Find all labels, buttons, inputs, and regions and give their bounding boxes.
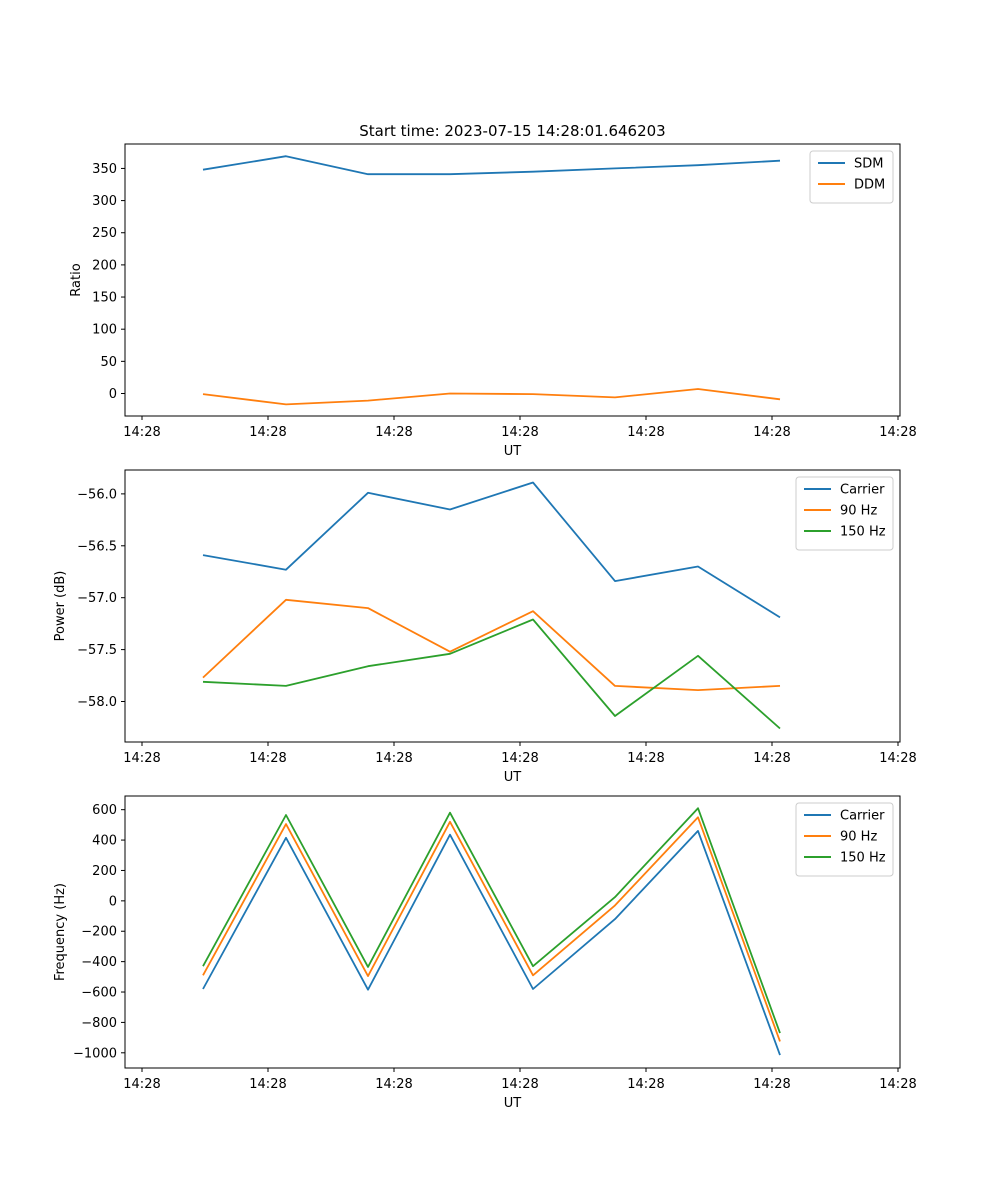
legend-label: 90 Hz (840, 504, 877, 519)
y-tick-label: 350 (92, 162, 117, 177)
legend-label: Carrier (840, 483, 885, 498)
y-tick-label: −57.0 (77, 591, 117, 606)
series-line-ddm (202, 388, 781, 406)
chart-title: Start time: 2023-07-15 14:28:01.646203 (359, 122, 665, 140)
y-axis-label: Power (dB) (53, 571, 68, 642)
x-tick-label: 14:28 (249, 1077, 286, 1092)
y-tick-label: 0 (109, 894, 117, 909)
ratio-panel: 0 50 100 150 200 250 300 350 14:28 14:28 14:28 14:2… (69, 143, 917, 459)
legend-label: DDM (854, 178, 885, 193)
x-tick-label: 14:28 (375, 425, 412, 440)
y-tick-label: 600 (92, 803, 117, 818)
series-line-90-hz (202, 816, 781, 1042)
y-axis-label: Ratio (69, 263, 84, 296)
frequency-panel: −1000 −800 −600 −400 −200 0 200 400 600 14:28 14:2… (53, 795, 917, 1111)
x-tick-label: 14:28 (249, 425, 286, 440)
axes-frame (124, 795, 901, 1069)
x-tick-label: 14:28 (753, 1077, 790, 1092)
x-tick-label: 14:28 (123, 751, 160, 766)
y-tick-label: −56.5 (77, 539, 117, 554)
y-tick-label: 250 (92, 226, 117, 241)
x-axis-label: UT (504, 1096, 522, 1111)
x-tick-label: 14:28 (249, 751, 286, 766)
x-tick-label: 14:28 (123, 425, 160, 440)
legend-label: 90 Hz (840, 830, 877, 845)
series-line-150-hz (202, 807, 781, 1034)
x-tick-label: 14:28 (501, 751, 538, 766)
x-axis-label: UT (504, 444, 522, 459)
y-tick-label: −1000 (73, 1046, 117, 1061)
y-tick-label: 50 (100, 355, 117, 370)
series-line-150-hz (202, 618, 781, 730)
y-tick-label: −56.0 (77, 487, 117, 502)
x-tick-label: 14:28 (627, 751, 664, 766)
x-tick-label: 14:28 (879, 1077, 916, 1092)
x-tick-label: 14:28 (627, 1077, 664, 1092)
x-tick-label: 14:28 (879, 425, 916, 440)
y-tick-label: −800 (81, 1016, 117, 1031)
series-line-carrier (202, 481, 781, 619)
series-line-sdm (202, 155, 781, 176)
y-tick-label: 200 (92, 864, 117, 879)
legend-label: SDM (854, 157, 883, 172)
series-line-carrier (202, 830, 781, 1056)
axes-frame (124, 469, 901, 743)
x-axis-label: UT (504, 770, 522, 785)
legend-label: 150 Hz (840, 525, 886, 540)
x-tick-label: 14:28 (375, 1077, 412, 1092)
legend-label: 150 Hz (840, 851, 886, 866)
x-tick-label: 14:28 (375, 751, 412, 766)
y-tick-label: 0 (109, 387, 117, 402)
x-tick-label: 14:28 (501, 1077, 538, 1092)
y-tick-label: 150 (92, 291, 117, 306)
x-tick-label: 14:28 (627, 425, 664, 440)
y-tick-label: −58.0 (77, 695, 117, 710)
y-tick-label: 100 (92, 323, 117, 338)
x-tick-label: 14:28 (501, 425, 538, 440)
axes-frame (124, 143, 901, 417)
x-tick-label: 14:28 (879, 751, 916, 766)
y-axis-label: Frequency (Hz) (53, 883, 68, 981)
y-tick-label: −400 (81, 955, 117, 970)
y-tick-label: 300 (92, 194, 117, 209)
legend-label: Carrier (840, 809, 885, 824)
y-tick-label: −200 (81, 925, 117, 940)
x-tick-label: 14:28 (753, 425, 790, 440)
y-tick-label: −57.5 (77, 643, 117, 658)
y-tick-label: −600 (81, 986, 117, 1001)
x-tick-label: 14:28 (123, 1077, 160, 1092)
series-line-90-hz (202, 598, 781, 691)
power-panel: −58.0 −57.5 −57.0 −56.5 −56.0 14:28 14:28 14:28… (53, 469, 917, 785)
y-tick-label: 400 (92, 834, 117, 849)
x-tick-label: 14:28 (753, 751, 790, 766)
y-tick-label: 200 (92, 258, 117, 273)
